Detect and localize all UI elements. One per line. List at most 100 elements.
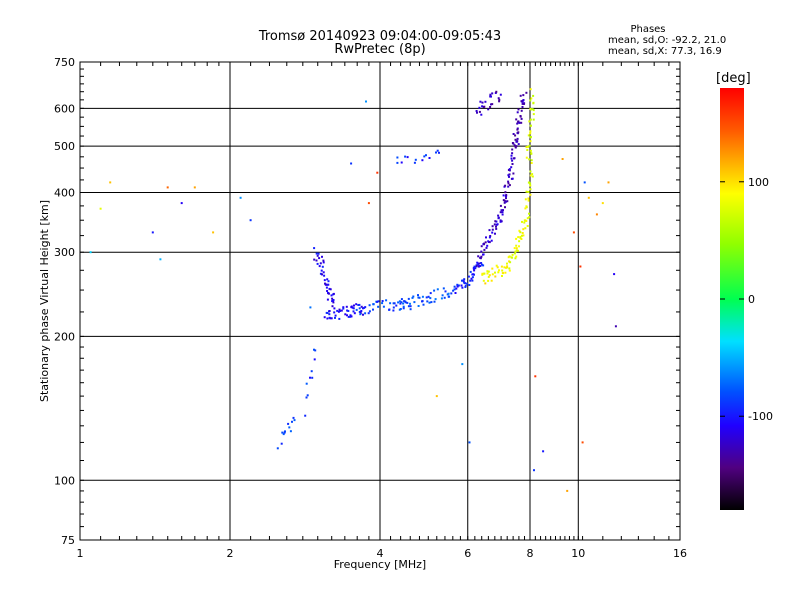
data-point-o <box>478 106 481 109</box>
data-point-x <box>515 247 518 250</box>
data-point-o <box>522 94 525 97</box>
data-point-o <box>351 306 354 309</box>
data-point-o <box>399 308 402 310</box>
data-point-o <box>511 152 514 155</box>
data-point-o <box>514 146 517 149</box>
data-point-o <box>520 100 523 103</box>
data-point-o <box>322 259 325 262</box>
data-point-o <box>358 303 361 306</box>
data-point-o <box>281 431 284 434</box>
data-point-o <box>511 177 514 180</box>
data-point-o <box>501 213 504 216</box>
data-point-noise <box>376 171 379 174</box>
data-point-x <box>494 271 496 274</box>
data-point-o <box>450 292 453 295</box>
data-point-o <box>495 223 498 226</box>
x-axis-label: Frequency [MHz] <box>334 558 426 571</box>
data-point-x <box>531 173 534 176</box>
data-point-o <box>377 305 380 308</box>
data-point-x <box>529 174 532 177</box>
data-point-o <box>322 271 325 274</box>
data-point-o <box>409 302 411 305</box>
data-point-o <box>508 175 510 178</box>
data-point-o <box>435 151 437 154</box>
data-point-o <box>520 109 523 112</box>
data-point-o <box>512 133 515 135</box>
data-point-o <box>313 258 316 261</box>
data-point-o <box>447 295 450 298</box>
data-point-x <box>527 191 530 193</box>
data-point-x <box>484 282 487 285</box>
data-point-o <box>409 305 412 308</box>
data-point-o <box>469 279 472 282</box>
data-point-noise <box>601 202 604 205</box>
data-point-o <box>508 173 511 176</box>
data-point-x <box>529 130 532 133</box>
data-point-o <box>407 297 410 300</box>
data-point-o <box>443 296 446 299</box>
data-point-o <box>504 206 506 209</box>
data-point-o <box>514 138 517 141</box>
data-point-o <box>503 201 506 204</box>
data-point-x <box>518 245 520 248</box>
data-point-o <box>517 143 520 146</box>
data-point-o <box>447 292 450 295</box>
data-point-x <box>529 132 532 135</box>
data-point-o <box>476 111 478 114</box>
data-point-o <box>475 265 478 267</box>
phases-heading: Phases <box>630 24 665 35</box>
data-point-x <box>530 159 533 162</box>
data-point-o <box>400 298 403 301</box>
data-point-x <box>529 170 532 173</box>
data-point-o <box>334 314 337 317</box>
data-point-o <box>349 314 352 317</box>
data-point-o <box>282 433 285 436</box>
data-point-o <box>460 284 463 287</box>
y-axis-label: Stationary phase Virtual Height [km] <box>38 200 51 402</box>
data-point-x <box>511 253 514 256</box>
data-point-o <box>507 182 510 185</box>
data-point-o <box>514 134 517 137</box>
data-point-o <box>515 140 518 143</box>
data-point-noise <box>468 441 471 444</box>
data-point-o <box>520 117 523 120</box>
data-point-o <box>417 305 420 307</box>
data-point-o <box>321 265 324 268</box>
data-point-o <box>355 303 358 306</box>
data-point-o <box>480 262 483 264</box>
grid-lines <box>80 62 680 540</box>
data-point-o <box>463 281 466 284</box>
data-point-o <box>491 231 494 234</box>
data-point-o <box>328 287 331 290</box>
data-point-o <box>478 265 481 267</box>
data-point-o <box>511 159 514 162</box>
data-point-x <box>532 118 535 121</box>
data-point-o <box>305 382 308 385</box>
data-point-o <box>325 311 328 314</box>
data-point-o <box>337 310 340 313</box>
data-point-o <box>428 301 431 304</box>
data-point-o <box>327 283 330 286</box>
data-point-o <box>309 376 311 379</box>
data-point-x <box>529 193 532 196</box>
data-point-o <box>333 307 336 310</box>
data-point-x <box>520 234 523 237</box>
data-point-o <box>402 307 405 310</box>
data-point-x <box>494 275 497 278</box>
data-point-o <box>421 159 424 162</box>
data-point-x <box>527 199 530 202</box>
data-point-o <box>518 121 521 124</box>
data-point-o <box>480 113 483 116</box>
colorbar-tick-label: -100 <box>748 410 773 423</box>
data-point-o <box>484 241 487 244</box>
data-point-x <box>530 162 533 164</box>
data-point-o <box>490 95 492 98</box>
data-point-o <box>521 102 524 105</box>
data-point-o <box>500 209 503 212</box>
data-point-x <box>508 255 511 258</box>
data-point-o <box>506 200 509 203</box>
data-point-o <box>315 252 318 255</box>
data-point-o <box>359 313 362 316</box>
x-tick-label: 16 <box>673 547 687 560</box>
data-point-x <box>529 88 532 91</box>
